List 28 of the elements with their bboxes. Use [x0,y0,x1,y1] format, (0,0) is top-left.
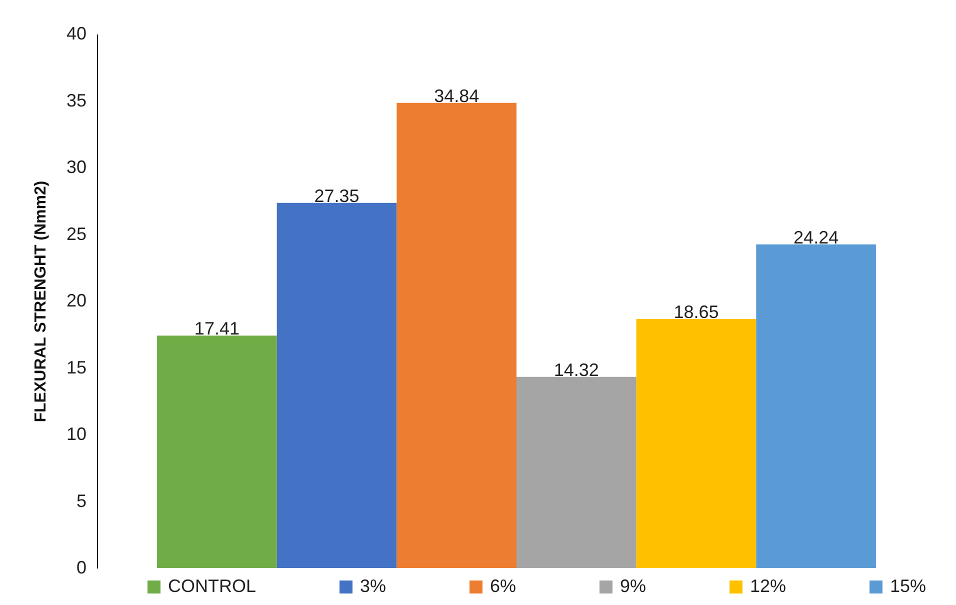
bar [756,244,876,568]
bar [157,336,277,568]
y-tick-label: 25 [66,224,86,244]
y-tick-label: 15 [66,357,86,378]
legend-label: 15% [890,576,926,596]
legend-label: 6% [490,576,516,596]
bar [636,319,756,568]
y-tick-label: 0 [76,558,86,578]
y-tick-label: 10 [66,424,86,444]
bar [516,376,636,568]
data-label: 18.65 [674,302,719,322]
y-tick-label: 30 [66,157,86,177]
y-tick-label: 20 [66,290,86,310]
y-tick-label: 5 [76,490,86,511]
legend-label: CONTROL [168,576,256,596]
data-label: 17.41 [194,318,240,339]
data-label: 14.32 [554,360,599,380]
legend-label: 9% [620,576,646,596]
bar [276,202,397,568]
data-label: 34.84 [434,86,480,106]
y-tick-label: 35 [66,90,86,110]
y-axis-title: FLEXURAL STRENGHT (Nmm2) [32,180,50,422]
y-tick-label: 40 [66,24,86,44]
legend-label: 12% [750,576,786,596]
bar [396,102,516,568]
data-label: 27.35 [314,186,360,206]
legend-label: 3% [360,576,386,596]
data-label: 24.24 [794,227,839,248]
